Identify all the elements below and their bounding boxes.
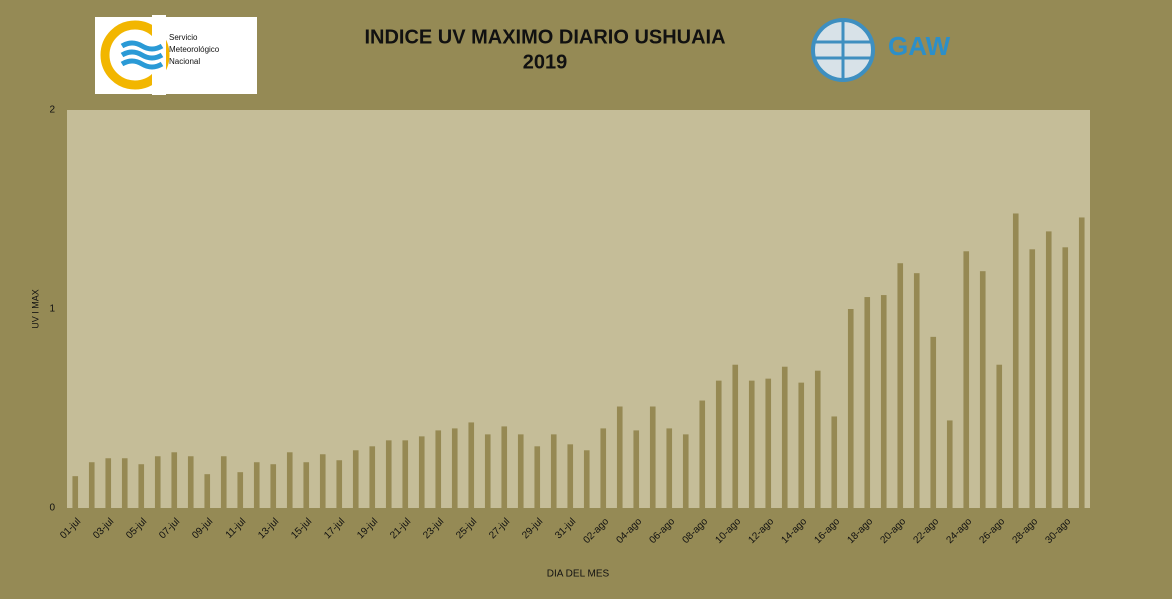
bar [633, 430, 640, 508]
bar [402, 440, 409, 508]
bar [732, 364, 739, 508]
bar [831, 416, 838, 508]
bar [567, 444, 574, 508]
gaw-text: GAW [888, 31, 951, 61]
bar [1078, 217, 1085, 508]
chart-title: INDICE UV MAXIMO DIARIO USHUAIA [364, 26, 725, 48]
y-tick-label: 0 [49, 503, 55, 514]
bar [1062, 247, 1069, 508]
bar [699, 400, 706, 508]
bar [963, 251, 970, 509]
bar [517, 434, 524, 508]
bar [534, 446, 541, 508]
bar [946, 420, 953, 508]
bar [814, 370, 821, 508]
y-tick-label: 1 [49, 304, 55, 315]
bar [105, 458, 112, 508]
bar [600, 428, 607, 508]
y-axis-label: UV I MAX [30, 289, 40, 329]
logo-waves [120, 40, 164, 70]
bar [501, 426, 508, 508]
bar [550, 434, 557, 508]
bar [204, 474, 211, 508]
chart-subtitle: 2019 [523, 51, 568, 73]
bar [352, 450, 359, 508]
bar [187, 456, 194, 508]
bar [237, 472, 244, 508]
bar [979, 271, 986, 508]
bar [451, 428, 458, 508]
bar [798, 382, 805, 508]
bar [303, 462, 310, 508]
bar [864, 297, 871, 508]
gaw-grid [815, 20, 871, 80]
bar [1029, 249, 1036, 509]
bar [913, 273, 920, 508]
bar [765, 378, 772, 508]
bar [369, 446, 376, 508]
bar [484, 434, 491, 508]
bar [418, 436, 425, 508]
bar [748, 380, 755, 508]
bar [1045, 231, 1052, 508]
bar [253, 462, 260, 508]
bar [121, 458, 128, 508]
bar [583, 450, 590, 508]
bar [435, 430, 442, 508]
logo-text: Meteorológico [169, 45, 220, 54]
bar [88, 462, 95, 508]
bar [880, 295, 887, 508]
bar [220, 456, 227, 508]
bar [138, 464, 145, 508]
bar [715, 380, 722, 508]
bar [682, 434, 689, 508]
bar [616, 406, 623, 508]
bar [171, 452, 178, 508]
bar [286, 452, 293, 508]
bar [1012, 213, 1019, 509]
x-axis-label: DIA DEL MES [547, 569, 610, 580]
bar [319, 454, 326, 508]
bar [336, 460, 343, 508]
bar [154, 456, 161, 508]
bar [897, 263, 904, 508]
bar [666, 428, 673, 508]
bar [781, 366, 788, 508]
bar [72, 476, 79, 508]
plot-area [67, 110, 1090, 508]
bar [649, 406, 656, 508]
bar [996, 364, 1003, 508]
logo-text: Nacional [169, 57, 200, 66]
bar [468, 422, 475, 508]
y-tick-label: 2 [49, 105, 55, 116]
bar [270, 464, 277, 508]
bar [847, 309, 854, 508]
bar [930, 336, 937, 508]
bar [385, 440, 392, 508]
logo-text: Servicio [169, 33, 198, 42]
